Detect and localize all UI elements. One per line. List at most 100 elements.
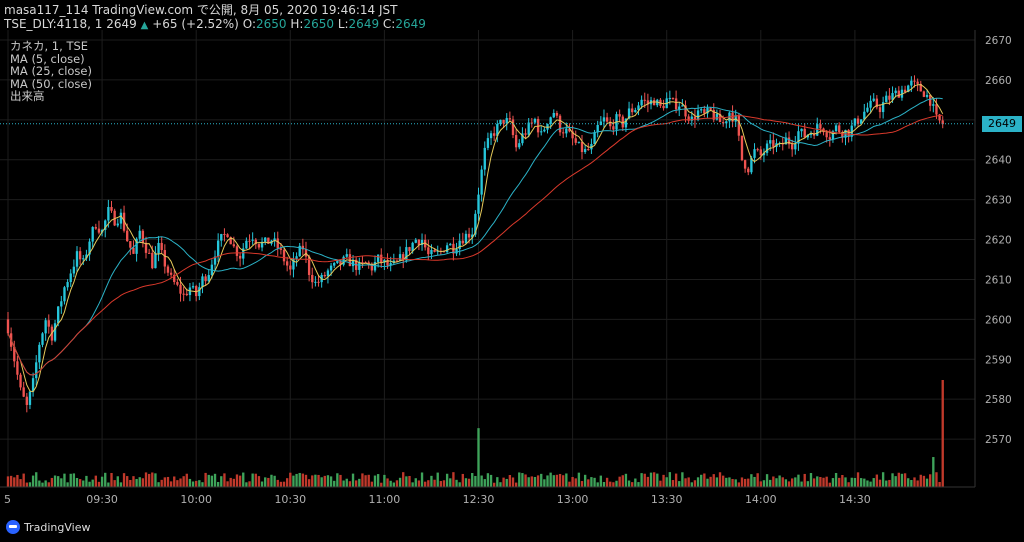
volume-bar (715, 477, 719, 487)
volume-bar (828, 482, 831, 487)
candle-body (436, 250, 439, 252)
volume-bar (781, 477, 784, 487)
volume-bar (841, 475, 844, 487)
volume-bar (631, 482, 634, 487)
candle-body (154, 253, 157, 269)
legend-symbol[interactable]: カネカ, 1, TSE (10, 39, 89, 53)
candle-body (28, 391, 32, 405)
price-tick-label: 2570 (985, 434, 1012, 446)
candle-body (493, 133, 496, 136)
candle-body (226, 234, 229, 238)
volume-bar (242, 472, 245, 487)
chart-grid (0, 30, 975, 487)
candle-body (643, 99, 646, 101)
candle-body (602, 117, 606, 122)
volume-bar (844, 477, 847, 487)
volume-bar (285, 478, 289, 487)
candle-body (201, 276, 204, 288)
candle-body (634, 110, 637, 113)
volume-bar (383, 474, 386, 487)
candle-body (72, 266, 76, 274)
volume-bar (743, 478, 747, 487)
candle-body (894, 90, 897, 94)
candle-body (925, 94, 929, 97)
price-tick-label: 2590 (985, 354, 1012, 366)
volume-bar (408, 475, 411, 487)
candle-body (583, 149, 587, 153)
volume-bar (436, 472, 439, 487)
candle-body (220, 234, 223, 241)
volume-bar (734, 479, 737, 487)
volume-bar (232, 478, 236, 487)
low-label: L: (337, 17, 349, 31)
candle-body (411, 242, 414, 252)
volume-bar (790, 478, 794, 487)
candle-body (182, 293, 185, 295)
legend-ma5[interactable]: MA (5, close) (10, 51, 85, 66)
candle-body (147, 252, 151, 254)
volume-bar (16, 474, 19, 487)
volume-bar (298, 472, 301, 487)
volume-bar (373, 475, 377, 487)
candle-body (60, 301, 63, 307)
candle-body (621, 116, 624, 128)
candle-body (709, 108, 712, 110)
tradingview-logo[interactable]: TradingView (6, 520, 90, 534)
legend-ma50[interactable]: MA (50, close) (10, 76, 92, 91)
volume-bar (279, 481, 283, 487)
volume-bar (919, 474, 922, 487)
candle-body (279, 248, 283, 250)
volume-bar (295, 473, 298, 487)
candle-body (88, 241, 91, 255)
candle-body (326, 270, 330, 277)
candle-body (464, 233, 468, 244)
candle-body (414, 239, 417, 243)
low-value: 2649 (348, 17, 380, 31)
candle-body (486, 138, 490, 148)
time-tick-label: 12:30 (463, 493, 495, 506)
volume-bar (195, 480, 198, 487)
volume-bar (160, 479, 163, 487)
candle-body (574, 138, 577, 143)
candle-body (373, 261, 377, 271)
volume-bar (339, 474, 342, 487)
legend-volume[interactable]: 出来高 (10, 89, 45, 103)
candle-body (731, 112, 734, 122)
candle-body (395, 260, 399, 262)
candle-body (126, 230, 129, 242)
candle-body (248, 240, 251, 242)
time-tick-label: 09:30 (86, 493, 118, 506)
candle-body (289, 265, 292, 270)
candle-body (264, 237, 267, 242)
candle-body (938, 114, 941, 121)
volume-bar (380, 482, 383, 487)
volume-bar (173, 476, 176, 487)
volume-bar (549, 472, 552, 487)
candle-body (687, 116, 690, 121)
ohlc-row: TSE_DLY:4118, 1 2649 ▲ +65 (+2.52%) O:26… (4, 17, 426, 33)
legend-ma25[interactable]: MA (25, close) (10, 64, 92, 78)
volume-bar (637, 482, 640, 487)
volume-bar (609, 481, 612, 487)
volume-bar (772, 476, 775, 487)
close-label: C: (382, 17, 396, 31)
volume-bar (505, 478, 508, 487)
candle-body (587, 149, 590, 151)
candle-body (461, 240, 464, 244)
volume-bar (53, 475, 57, 487)
up-arrow-icon: ▲ (140, 20, 149, 31)
last-price-badge: 2649 (982, 115, 1022, 132)
candle-body (317, 281, 320, 283)
time-tick-label: 13:30 (651, 493, 683, 506)
volume-bar (144, 472, 148, 487)
candle-body (627, 108, 631, 119)
candle-body (881, 102, 885, 113)
volume-bar (104, 472, 107, 487)
candle-body (759, 149, 762, 156)
volume-bar (800, 481, 803, 487)
volume-bar (530, 476, 533, 487)
volume-bar (477, 428, 480, 487)
candle-body (232, 244, 236, 247)
volume-bar (646, 476, 650, 487)
